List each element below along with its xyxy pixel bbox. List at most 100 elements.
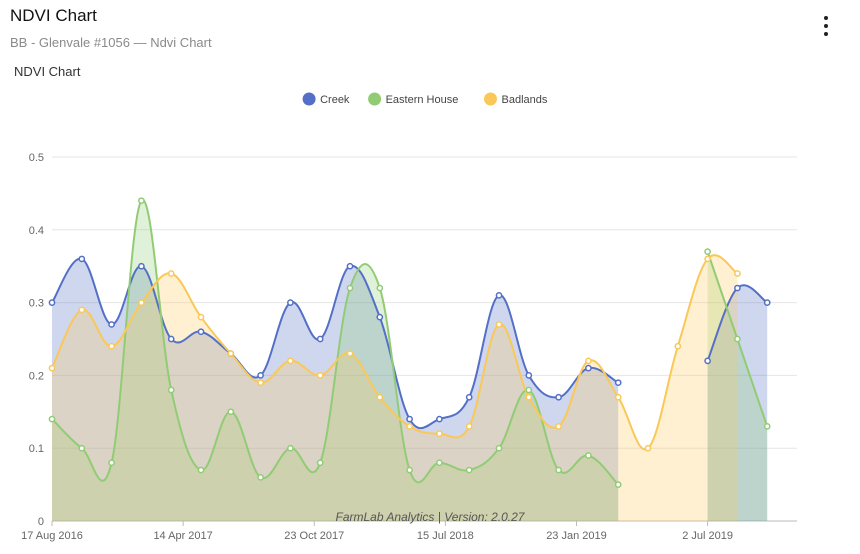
y-axis: 0 0.1 0.2 0.3 0.4 0.5 xyxy=(29,152,44,528)
badlands-point xyxy=(376,393,384,401)
creek-point xyxy=(704,357,711,365)
eastern-house-point xyxy=(197,466,205,474)
y-tick-label: 0.1 xyxy=(29,443,44,455)
y-tick-label: 0.2 xyxy=(29,370,44,382)
creek-point xyxy=(436,415,443,423)
chart-title: NDVI Chart xyxy=(14,64,81,79)
badlands-point xyxy=(465,423,473,430)
badlands-point xyxy=(287,357,294,365)
eastern-house-point xyxy=(138,197,145,205)
creek-point xyxy=(138,262,145,270)
eastern-house-point xyxy=(406,466,413,474)
creek-point xyxy=(167,335,175,343)
eastern-house-point xyxy=(555,466,562,474)
eastern-house-point xyxy=(227,408,235,416)
creek-point xyxy=(48,299,56,306)
badlands-point xyxy=(227,350,235,357)
creek-point xyxy=(495,291,503,299)
x-tick-label: 23 Oct 2017 xyxy=(284,530,344,542)
page-title: NDVI Chart xyxy=(10,6,97,25)
creek-point xyxy=(197,328,205,336)
y-tick-label: 0.4 xyxy=(29,225,44,237)
breadcrumb: BB - Glenvale #1056 — Ndvi Chart xyxy=(10,35,212,50)
x-axis: 17 Aug 2016 14 Apr 2017 23 Oct 2017 15 Jul … xyxy=(21,521,733,542)
creek-point xyxy=(78,255,86,263)
series-areas xyxy=(52,199,768,522)
creek-point xyxy=(376,313,384,321)
legend[interactable]: Creek Eastern House Badlands xyxy=(302,92,548,107)
x-tick-label: 17 Aug 2016 xyxy=(21,530,83,542)
eastern-house-point xyxy=(376,284,384,292)
eastern-house-point xyxy=(763,423,771,430)
creek-point xyxy=(734,284,741,292)
x-tick-label: 23 Jan 2019 xyxy=(546,530,607,542)
badlands-point xyxy=(704,255,711,263)
creek-point xyxy=(287,299,294,306)
y-tick-label: 0.3 xyxy=(29,298,44,310)
eastern-house-point xyxy=(48,415,56,423)
eastern-house-area xyxy=(52,199,619,521)
eastern-house-point xyxy=(78,444,86,452)
eastern-house-point xyxy=(525,386,533,394)
badlands-point xyxy=(138,299,145,306)
legend-marker-eastern-house xyxy=(368,92,382,106)
x-tick-label: 2 Jul 2019 xyxy=(682,530,733,542)
eastern-house-point xyxy=(316,459,324,467)
creek-point xyxy=(614,379,622,387)
badlands-point xyxy=(78,306,86,314)
eastern-house-point xyxy=(287,444,294,452)
eastern-house-point xyxy=(108,459,115,467)
creek-point xyxy=(763,299,771,306)
badlands-point xyxy=(495,321,503,328)
eastern-house-point xyxy=(167,386,175,394)
creek-point xyxy=(585,364,592,372)
legend-label-eastern-house: Eastern House xyxy=(386,94,459,106)
version-watermark: FarmLab Analytics | Version: 2.0.27 xyxy=(336,510,526,524)
legend-label-creek: Creek xyxy=(320,94,350,106)
badlands-point xyxy=(406,423,413,430)
creek-point xyxy=(406,415,413,423)
series-points xyxy=(48,197,771,488)
creek-point xyxy=(555,393,562,401)
eastern-house-point xyxy=(346,284,354,292)
creek-point xyxy=(525,372,533,379)
badlands-point xyxy=(257,379,264,387)
badlands-point xyxy=(436,430,443,437)
badlands-point xyxy=(525,393,533,401)
grid-lines xyxy=(52,156,797,522)
eastern-house-point xyxy=(704,248,711,255)
eastern-house-point xyxy=(257,473,264,481)
badlands-point xyxy=(585,357,592,365)
badlands-point xyxy=(316,372,324,379)
badlands-point xyxy=(197,313,205,321)
badlands-point xyxy=(346,350,354,357)
legend-marker-creek xyxy=(302,92,316,106)
eastern-house-point xyxy=(465,466,473,474)
eastern-house-point xyxy=(734,335,741,343)
x-tick-label: 15 Jul 2018 xyxy=(417,530,474,542)
legend-marker-badlands xyxy=(484,92,497,106)
creek-point xyxy=(465,393,473,401)
x-tick-label: 14 Apr 2017 xyxy=(153,530,212,542)
eastern-house-point xyxy=(614,481,622,488)
eastern-house-point xyxy=(585,452,592,459)
legend-label-badlands: Badlands xyxy=(502,94,548,106)
badlands-point xyxy=(614,393,622,401)
badlands-point xyxy=(644,444,652,452)
badlands-point xyxy=(167,270,175,277)
creek-area xyxy=(707,285,768,521)
y-tick-label: 0.5 xyxy=(29,152,44,164)
creek-point xyxy=(316,335,324,343)
eastern-house-point xyxy=(495,444,503,452)
badlands-point xyxy=(48,364,56,372)
badlands-point xyxy=(555,423,562,430)
creek-point xyxy=(108,321,115,328)
y-tick-label: 0 xyxy=(38,516,44,528)
creek-area xyxy=(52,258,619,521)
badlands-point xyxy=(108,342,115,350)
eastern-house-point xyxy=(436,459,443,467)
more-vertical-icon[interactable] xyxy=(818,14,834,38)
creek-point xyxy=(257,372,264,379)
badlands-area xyxy=(52,255,738,522)
